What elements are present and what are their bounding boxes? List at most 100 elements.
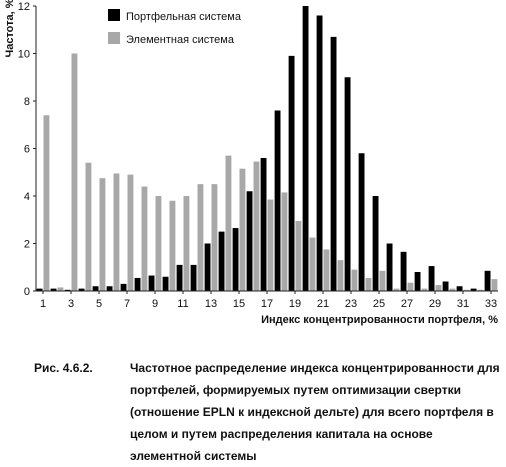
bar-element-system <box>491 279 498 292</box>
bars <box>36 6 498 292</box>
x-tick-label: 31 <box>457 298 469 310</box>
bar-portfolio-system <box>456 286 463 291</box>
x-tick-label: 15 <box>233 298 245 310</box>
bar-element-system <box>85 162 92 291</box>
y-tick-label: 4 <box>24 191 30 203</box>
bar-portfolio-system <box>302 6 309 291</box>
bar-portfolio-system <box>316 15 323 291</box>
y-tick-label: 0 <box>24 286 30 298</box>
bar-portfolio-system <box>414 272 421 291</box>
bar-element-system <box>323 249 330 291</box>
bar-portfolio-system <box>78 288 85 292</box>
bar-portfolio-system <box>442 281 449 291</box>
legend: Портфельная система Элементная система <box>108 9 242 46</box>
bar-element-system <box>43 115 50 291</box>
legend-swatch-element <box>108 32 120 44</box>
bar-element-system <box>309 237 316 291</box>
y-tick-label: 2 <box>24 239 30 251</box>
bar-portfolio-system <box>400 251 407 291</box>
y-tick-labels: 0 2 4 6 8 10 12 <box>18 1 30 298</box>
bar-portfolio-system <box>372 196 379 291</box>
bar-element-system <box>99 178 106 291</box>
x-tick-label: 17 <box>261 298 273 310</box>
x-tick-label: 9 <box>152 298 158 310</box>
bar-portfolio-system <box>92 286 99 291</box>
bar-element-system <box>435 285 442 291</box>
x-tick-label: 21 <box>317 298 329 310</box>
y-tick-label: 8 <box>24 96 30 108</box>
bar-portfolio-system <box>204 243 211 291</box>
bar-portfolio-system <box>162 276 169 291</box>
x-tick-label: 19 <box>289 298 301 310</box>
legend-label-element: Элементная система <box>126 34 235 46</box>
x-tick-label: 29 <box>429 298 441 310</box>
bar-element-system <box>379 270 386 291</box>
caption-label: Рис. 4.6.2. <box>34 361 93 375</box>
axes <box>33 5 498 294</box>
x-tick-label: 25 <box>373 298 385 310</box>
legend-swatch-portfolio <box>108 9 120 21</box>
bar-portfolio-system <box>428 266 435 291</box>
bar-element-system <box>169 200 176 291</box>
bar-element-system <box>267 199 274 291</box>
y-tick-label: 10 <box>18 49 30 61</box>
bar-portfolio-system <box>246 191 253 291</box>
x-tick-label: 3 <box>68 298 74 310</box>
x-tick-label: 1 <box>40 298 46 310</box>
bar-element-system <box>449 288 456 292</box>
bar-portfolio-system <box>260 158 267 291</box>
x-axis-label: Индекс концентрированности портфеля, % <box>261 314 498 326</box>
bar-portfolio-system <box>344 77 351 291</box>
bar-element-system <box>253 161 260 291</box>
bar-portfolio-system <box>176 264 183 292</box>
bar-element-system <box>57 287 64 291</box>
x-tick-label: 13 <box>205 298 217 310</box>
bar-element-system <box>365 277 372 291</box>
bar-element-system <box>239 168 246 291</box>
bar-portfolio-system <box>134 277 141 291</box>
bar-portfolio-system <box>330 36 337 291</box>
bar-element-system <box>183 196 190 291</box>
bar-portfolio-system <box>190 264 197 292</box>
bar-portfolio-system <box>484 270 491 291</box>
bar-element-system <box>407 282 414 291</box>
bar-portfolio-system <box>288 55 295 292</box>
bar-element-system <box>463 289 470 291</box>
bar-element-system <box>211 184 218 292</box>
y-axis-label: Частота, % <box>4 0 16 58</box>
bar-element-system <box>197 184 204 292</box>
caption-text: Частотное распределение индекса концентр… <box>130 361 500 463</box>
x-tick-label: 23 <box>345 298 357 310</box>
bar-portfolio-system <box>50 288 57 292</box>
bar-portfolio-system <box>274 110 281 291</box>
bar-element-system <box>71 53 78 291</box>
legend-label-portfolio: Портфельная система <box>126 11 242 23</box>
bar-element-system <box>141 186 148 291</box>
bar-element-system <box>155 196 162 291</box>
bar-portfolio-system <box>120 283 127 292</box>
bar-element-system <box>337 260 344 292</box>
x-tick-label: 33 <box>485 298 497 310</box>
bar-element-system <box>421 288 428 292</box>
x-tick-label: 11 <box>177 298 188 310</box>
x-tick-labels: 1 3 5 7 9 11 13 15 17 19 21 23 25 27 29 31 33 <box>40 298 497 310</box>
bar-portfolio-system <box>386 243 393 291</box>
bar-element-system <box>113 173 120 291</box>
bar-portfolio-system <box>106 286 113 291</box>
bar-portfolio-system <box>232 228 239 291</box>
x-tick-label: 7 <box>124 298 130 310</box>
bar-portfolio-system <box>148 275 155 291</box>
bar-portfolio-system <box>218 231 225 292</box>
y-tick-label: 12 <box>18 1 30 13</box>
bar-element-system <box>393 288 400 292</box>
bar-element-system <box>351 269 358 292</box>
x-tick-label: 5 <box>96 298 102 310</box>
y-tick-label: 6 <box>24 144 30 156</box>
bar-portfolio-system <box>36 288 43 292</box>
x-tick-label: 27 <box>401 298 413 310</box>
bar-portfolio-system <box>470 288 477 292</box>
bar-element-system <box>127 174 134 292</box>
bar-portfolio-system <box>64 289 71 291</box>
bar-element-system <box>295 220 302 291</box>
